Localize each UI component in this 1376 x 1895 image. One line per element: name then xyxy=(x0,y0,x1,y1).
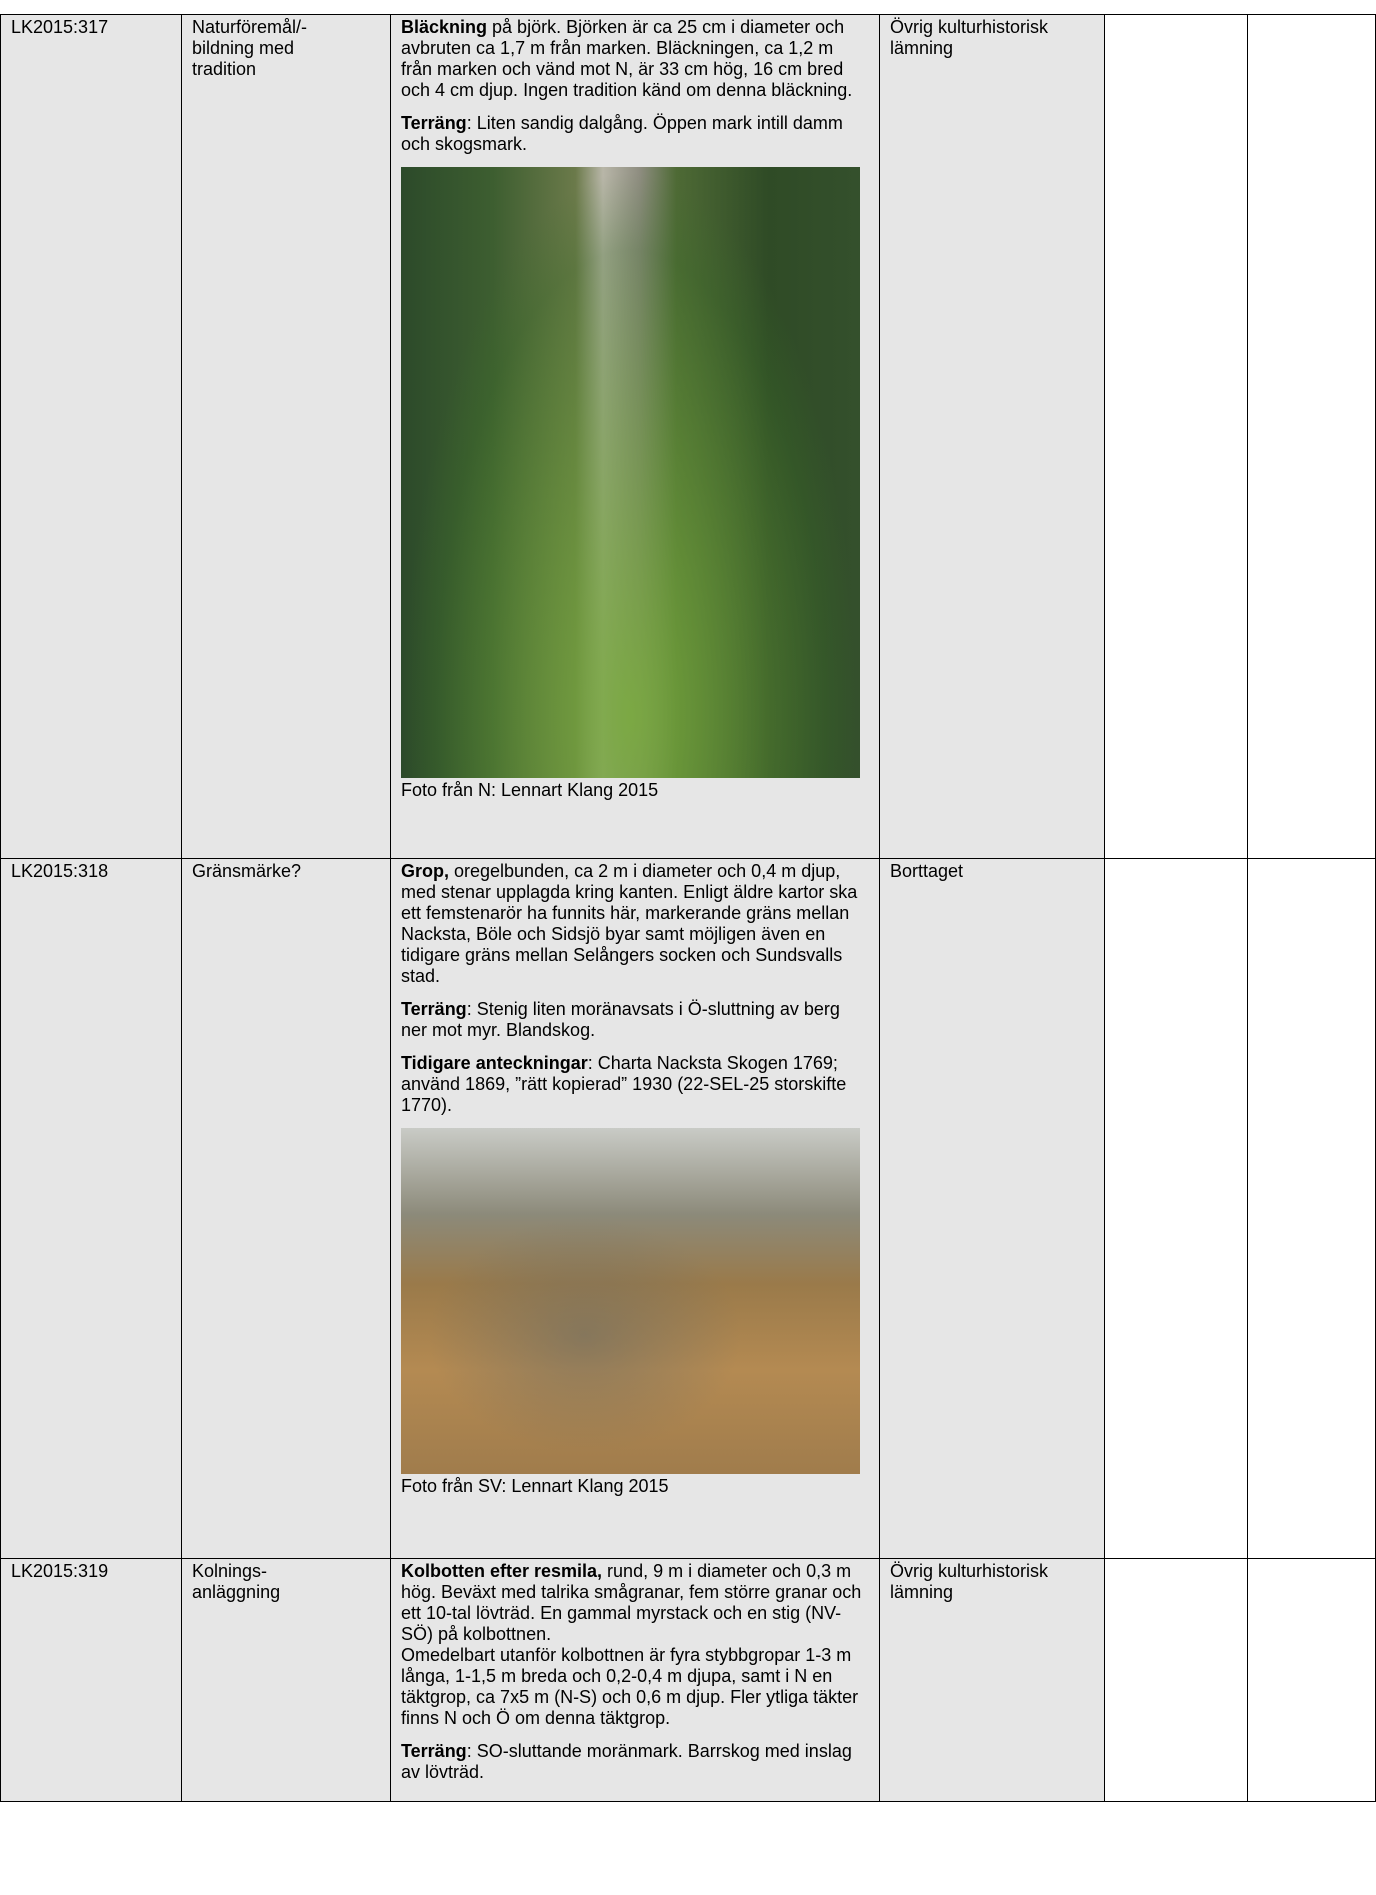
type-cell: Kolnings- anläggning xyxy=(181,1558,391,1802)
table-row: LK2015:319 Kolnings- anläggning Kolbotten … xyxy=(0,1558,1376,1802)
description-text: oregelbunden, ca 2 m i diameter och 0,4 … xyxy=(401,861,858,986)
status-cell: Borttaget xyxy=(879,858,1105,1559)
empty-cell xyxy=(1104,1558,1248,1802)
description-text: : Liten sandig dalgång. Öppen mark intil… xyxy=(401,113,843,154)
photo-caption: Foto från N: Lennart Klang 2015 xyxy=(401,780,659,800)
description-paragraph: Terräng: SO-sluttande moränmark. Barrsko… xyxy=(401,1741,869,1783)
empty-cell xyxy=(1247,858,1376,1559)
description-paragraph: Kolbotten efter resmila, rund, 9 m i dia… xyxy=(401,1561,869,1729)
empty-cell xyxy=(1104,858,1248,1559)
description-text: på björk. Björken är ca 25 cm i diameter… xyxy=(401,17,853,100)
inventory-table: LK2015:317 Naturföremål/- bildning med tr… xyxy=(0,14,1376,1802)
type-cell: Naturföremål/- bildning med tradition xyxy=(181,14,391,859)
empty-cell xyxy=(1104,14,1248,859)
id-cell: LK2015:317 xyxy=(0,14,182,859)
bold-lead: Terräng xyxy=(401,1741,467,1761)
description-cell: Grop, oregelbunden, ca 2 m i diameter oc… xyxy=(390,858,880,1559)
status-cell: Övrig kulturhistorisk lämning xyxy=(879,1558,1105,1802)
description-paragraph: Terräng: Stenig liten moränavsats i Ö-sl… xyxy=(401,999,869,1041)
table-row: LK2015:317 Naturföremål/- bildning med tr… xyxy=(0,14,1376,859)
description-paragraph: Terräng: Liten sandig dalgång. Öppen mar… xyxy=(401,113,869,155)
description-text: : Charta Nacksta Skogen 1769; använd 186… xyxy=(401,1053,847,1115)
photo xyxy=(401,167,860,778)
bold-lead: Terräng xyxy=(401,113,467,133)
empty-cell xyxy=(1247,14,1376,859)
photo xyxy=(401,1128,860,1474)
bold-lead: Kolbotten efter resmila, xyxy=(401,1561,603,1581)
description-paragraph: Bläckning på björk. Björken är ca 25 cm … xyxy=(401,17,869,101)
bold-lead: Grop, xyxy=(401,861,449,881)
description-paragraph: Grop, oregelbunden, ca 2 m i diameter oc… xyxy=(401,861,869,987)
bold-lead: Tidigare anteckningar xyxy=(401,1053,588,1073)
description-text: : SO-sluttande moränmark. Barrskog med i… xyxy=(401,1741,852,1782)
type-cell: Gränsmärke? xyxy=(181,858,391,1559)
description-paragraph: Tidigare anteckningar: Charta Nacksta Sk… xyxy=(401,1053,869,1116)
description-text: : Stenig liten moränavsats i Ö-sluttning… xyxy=(401,999,840,1040)
photo-caption: Foto från SV: Lennart Klang 2015 xyxy=(401,1476,669,1496)
description-cell: Bläckning på björk. Björken är ca 25 cm … xyxy=(390,14,880,859)
bold-lead: Terräng xyxy=(401,999,467,1019)
description-cell: Kolbotten efter resmila, rund, 9 m i dia… xyxy=(390,1558,880,1802)
status-cell: Övrig kulturhistorisk lämning xyxy=(879,14,1105,859)
bold-lead: Bläckning xyxy=(401,17,488,37)
description-text: rund, 9 m i diameter och 0,3 m hög. Bevä… xyxy=(401,1561,862,1728)
table-body: LK2015:317 Naturföremål/- bildning med tr… xyxy=(0,14,1376,1802)
table-row: LK2015:318 Gränsmärke? Grop, oregelbunden,… xyxy=(0,858,1376,1559)
id-cell: LK2015:319 xyxy=(0,1558,182,1802)
empty-cell xyxy=(1247,1558,1376,1802)
id-cell: LK2015:318 xyxy=(0,858,182,1559)
